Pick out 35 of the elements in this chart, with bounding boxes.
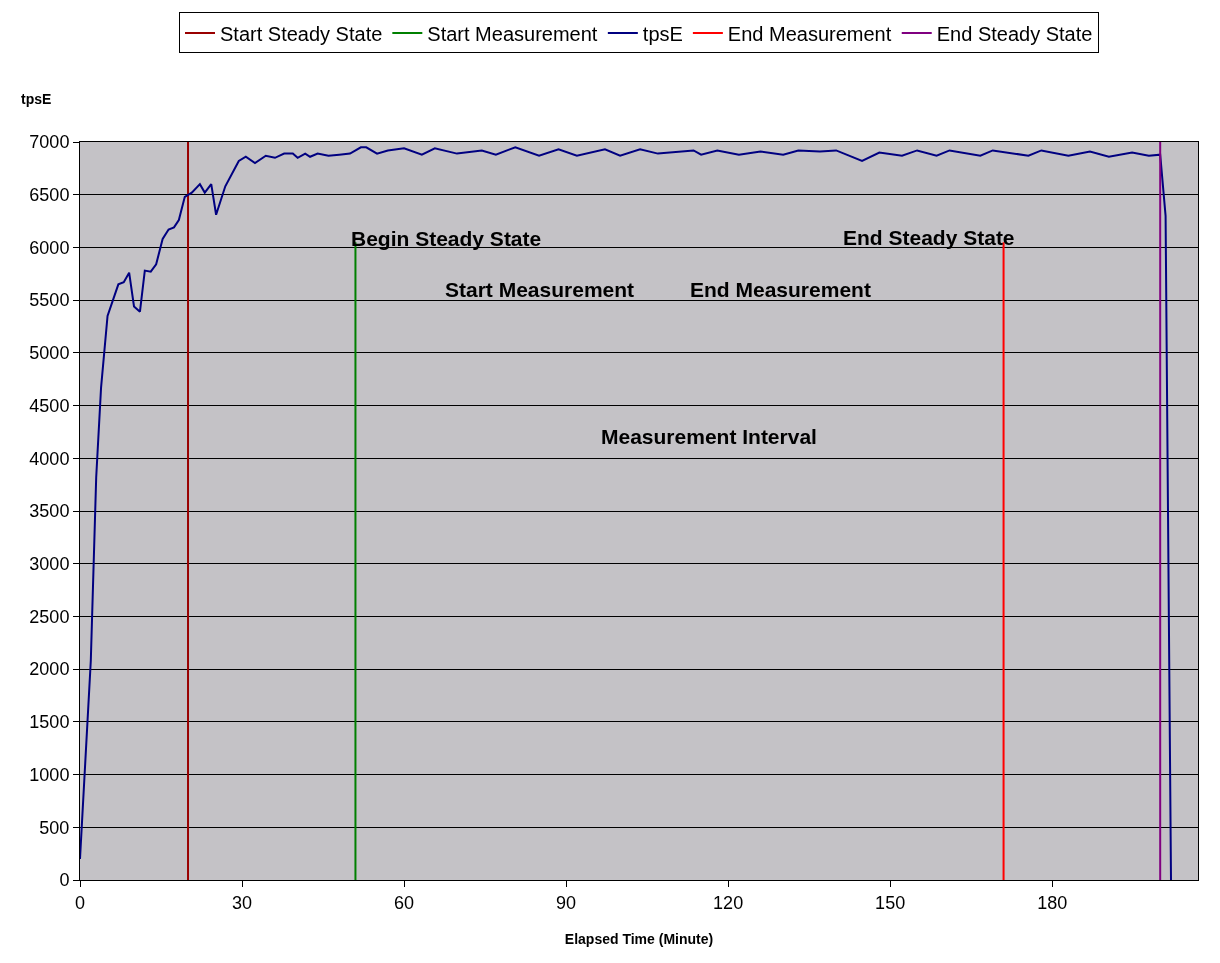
y-tick-label: 1000 [29,764,70,785]
line-series [80,146,1172,880]
legend-label: Start Measurement [427,22,598,45]
y-tick-label: 3000 [29,554,70,575]
y-tick-label: 3500 [29,501,70,522]
legend-label: Start Steady State [220,22,383,45]
x-tick-label: 0 [74,892,86,913]
y-tick-label: 2000 [29,659,70,680]
y-tick-label: 2500 [29,606,70,627]
y-tick-label: 4500 [29,395,70,416]
x-axis-title: Elapsed Time (Minute) [564,930,714,947]
annotation: Begin Steady State [351,227,542,250]
y-tick-label: 7000 [29,132,70,153]
legend-label: tpsE [642,22,683,45]
annotation: End Steady State [843,226,1015,249]
annotation: End Measurement [690,278,871,301]
legend-label: End Measurement [727,22,892,45]
y-tick-label: 1500 [29,712,70,733]
x-tick-label: 60 [394,892,415,913]
x-tick-label: 180 [1037,892,1068,913]
y-axis-title: tpsE [21,91,52,107]
legend-label: End Steady State [936,22,1093,45]
y-tick-label: 0 [59,870,70,891]
x-tick-label: 90 [556,892,577,913]
annotation: Start Measurement [445,278,635,301]
y-tick-label: 6000 [29,237,70,258]
y-tick-label: 6500 [29,185,70,206]
x-tick-label: 120 [713,892,744,913]
y-tick-label: 5000 [29,343,70,364]
x-tick-label: 150 [875,892,906,913]
annotation: Measurement Interval [601,425,817,448]
y-tick-label: 5500 [29,290,70,311]
y-tick-label: 4000 [29,448,70,469]
x-tick-label: 30 [232,892,253,913]
y-tick-label: 500 [39,817,70,838]
